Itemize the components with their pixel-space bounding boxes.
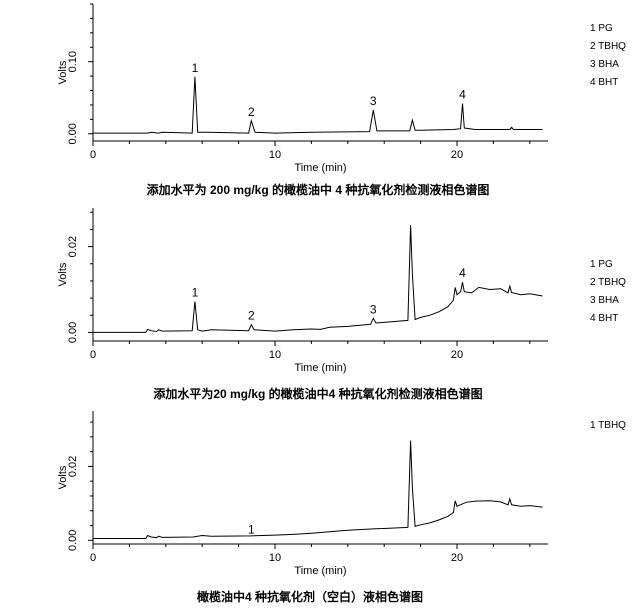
x-tick-label: 10 bbox=[269, 349, 281, 361]
panel-caption: 添加水平为20 mg/kg 的橄榄油中4 种抗氧化剂检测液相色谱图 bbox=[153, 386, 482, 401]
y-tick-label: 0.00 bbox=[67, 123, 79, 144]
peak-label: 3 bbox=[370, 94, 377, 108]
peak-label: 2 bbox=[248, 309, 255, 323]
x-axis-label: Time (min) bbox=[294, 565, 346, 577]
y-tick-label: 0.02 bbox=[67, 236, 79, 257]
panel-caption: 添加水平为 200 mg/kg 的橄榄油中 4 种抗氧化剂检测液相色谱图 bbox=[147, 182, 490, 197]
panel-caption: 橄榄油中4 种抗氧化剂（空白）液相色谱图 bbox=[197, 589, 423, 604]
legend-entry: 1 TBHQ bbox=[590, 420, 626, 431]
y-tick-label: 0.10 bbox=[67, 51, 79, 72]
x-tick-label: 20 bbox=[451, 349, 463, 361]
x-axis-label: Time (min) bbox=[294, 162, 346, 174]
y-axis-label: Volts bbox=[57, 262, 69, 286]
chromatogram-trace bbox=[93, 440, 543, 539]
x-tick-label: 0 bbox=[90, 552, 96, 564]
peak-label: 4 bbox=[459, 88, 466, 102]
peak-label: 4 bbox=[459, 266, 466, 280]
x-tick-label: 10 bbox=[269, 552, 281, 564]
peak-label: 1 bbox=[192, 61, 199, 75]
plot-area: 0 10 20 0.00 0.02 Time (min) Volts 1 1 TBHQ bbox=[57, 411, 626, 577]
legend-entry: 3 BHA bbox=[590, 59, 619, 70]
legend-entry: 4 BHT bbox=[590, 313, 618, 324]
x-axis-label: Time (min) bbox=[294, 362, 346, 374]
y-tick-label: 0.02 bbox=[67, 456, 79, 477]
x-tick-label: 0 bbox=[90, 349, 96, 361]
chromatogram-panel-20mgkg: 0 10 20 0.00 0.02 Time (min) Volts 1 2 3 4 1 PG 2 TB… bbox=[57, 208, 626, 401]
x-tick-label: 20 bbox=[451, 149, 463, 161]
legend-entry: 2 TBHQ bbox=[590, 277, 626, 288]
x-tick-label: 0 bbox=[90, 149, 96, 161]
legend-entry: 1 PG bbox=[590, 23, 613, 34]
chromatogram-trace bbox=[93, 76, 543, 134]
legend-entry: 4 BHT bbox=[590, 77, 618, 88]
chromatogram-panel-200mgkg: 0 10 20 0.00 0.10 Time (min) Volts 1 2 3 4 1 PG 2 TB… bbox=[57, 3, 626, 197]
legend-entry: 2 TBHQ bbox=[590, 41, 626, 52]
peak-label: 1 bbox=[192, 286, 199, 300]
plot-area: 0 10 20 0.00 0.10 Time (min) Volts 1 2 3 4 1 PG 2 TB… bbox=[57, 3, 626, 174]
peak-label: 3 bbox=[370, 302, 377, 316]
peak-label: 1 bbox=[248, 522, 255, 536]
y-tick-label: 0.00 bbox=[67, 322, 79, 343]
legend-entry: 3 BHA bbox=[590, 295, 619, 306]
y-axis-label: Volts bbox=[57, 60, 69, 84]
x-tick-label: 10 bbox=[269, 149, 281, 161]
y-axis-label: Volts bbox=[57, 465, 69, 489]
peak-label: 2 bbox=[248, 105, 255, 119]
legend-entry: 1 PG bbox=[590, 259, 613, 270]
chromatogram-panel-blank: 0 10 20 0.00 0.02 Time (min) Volts 1 1 TBHQ 橄榄油中… bbox=[57, 411, 626, 604]
y-tick-label: 0.00 bbox=[67, 530, 79, 551]
chromatogram-trace bbox=[93, 225, 543, 333]
plot-area: 0 10 20 0.00 0.02 Time (min) Volts 1 2 3 4 1 PG 2 TB… bbox=[57, 208, 626, 374]
x-tick-label: 20 bbox=[451, 552, 463, 564]
